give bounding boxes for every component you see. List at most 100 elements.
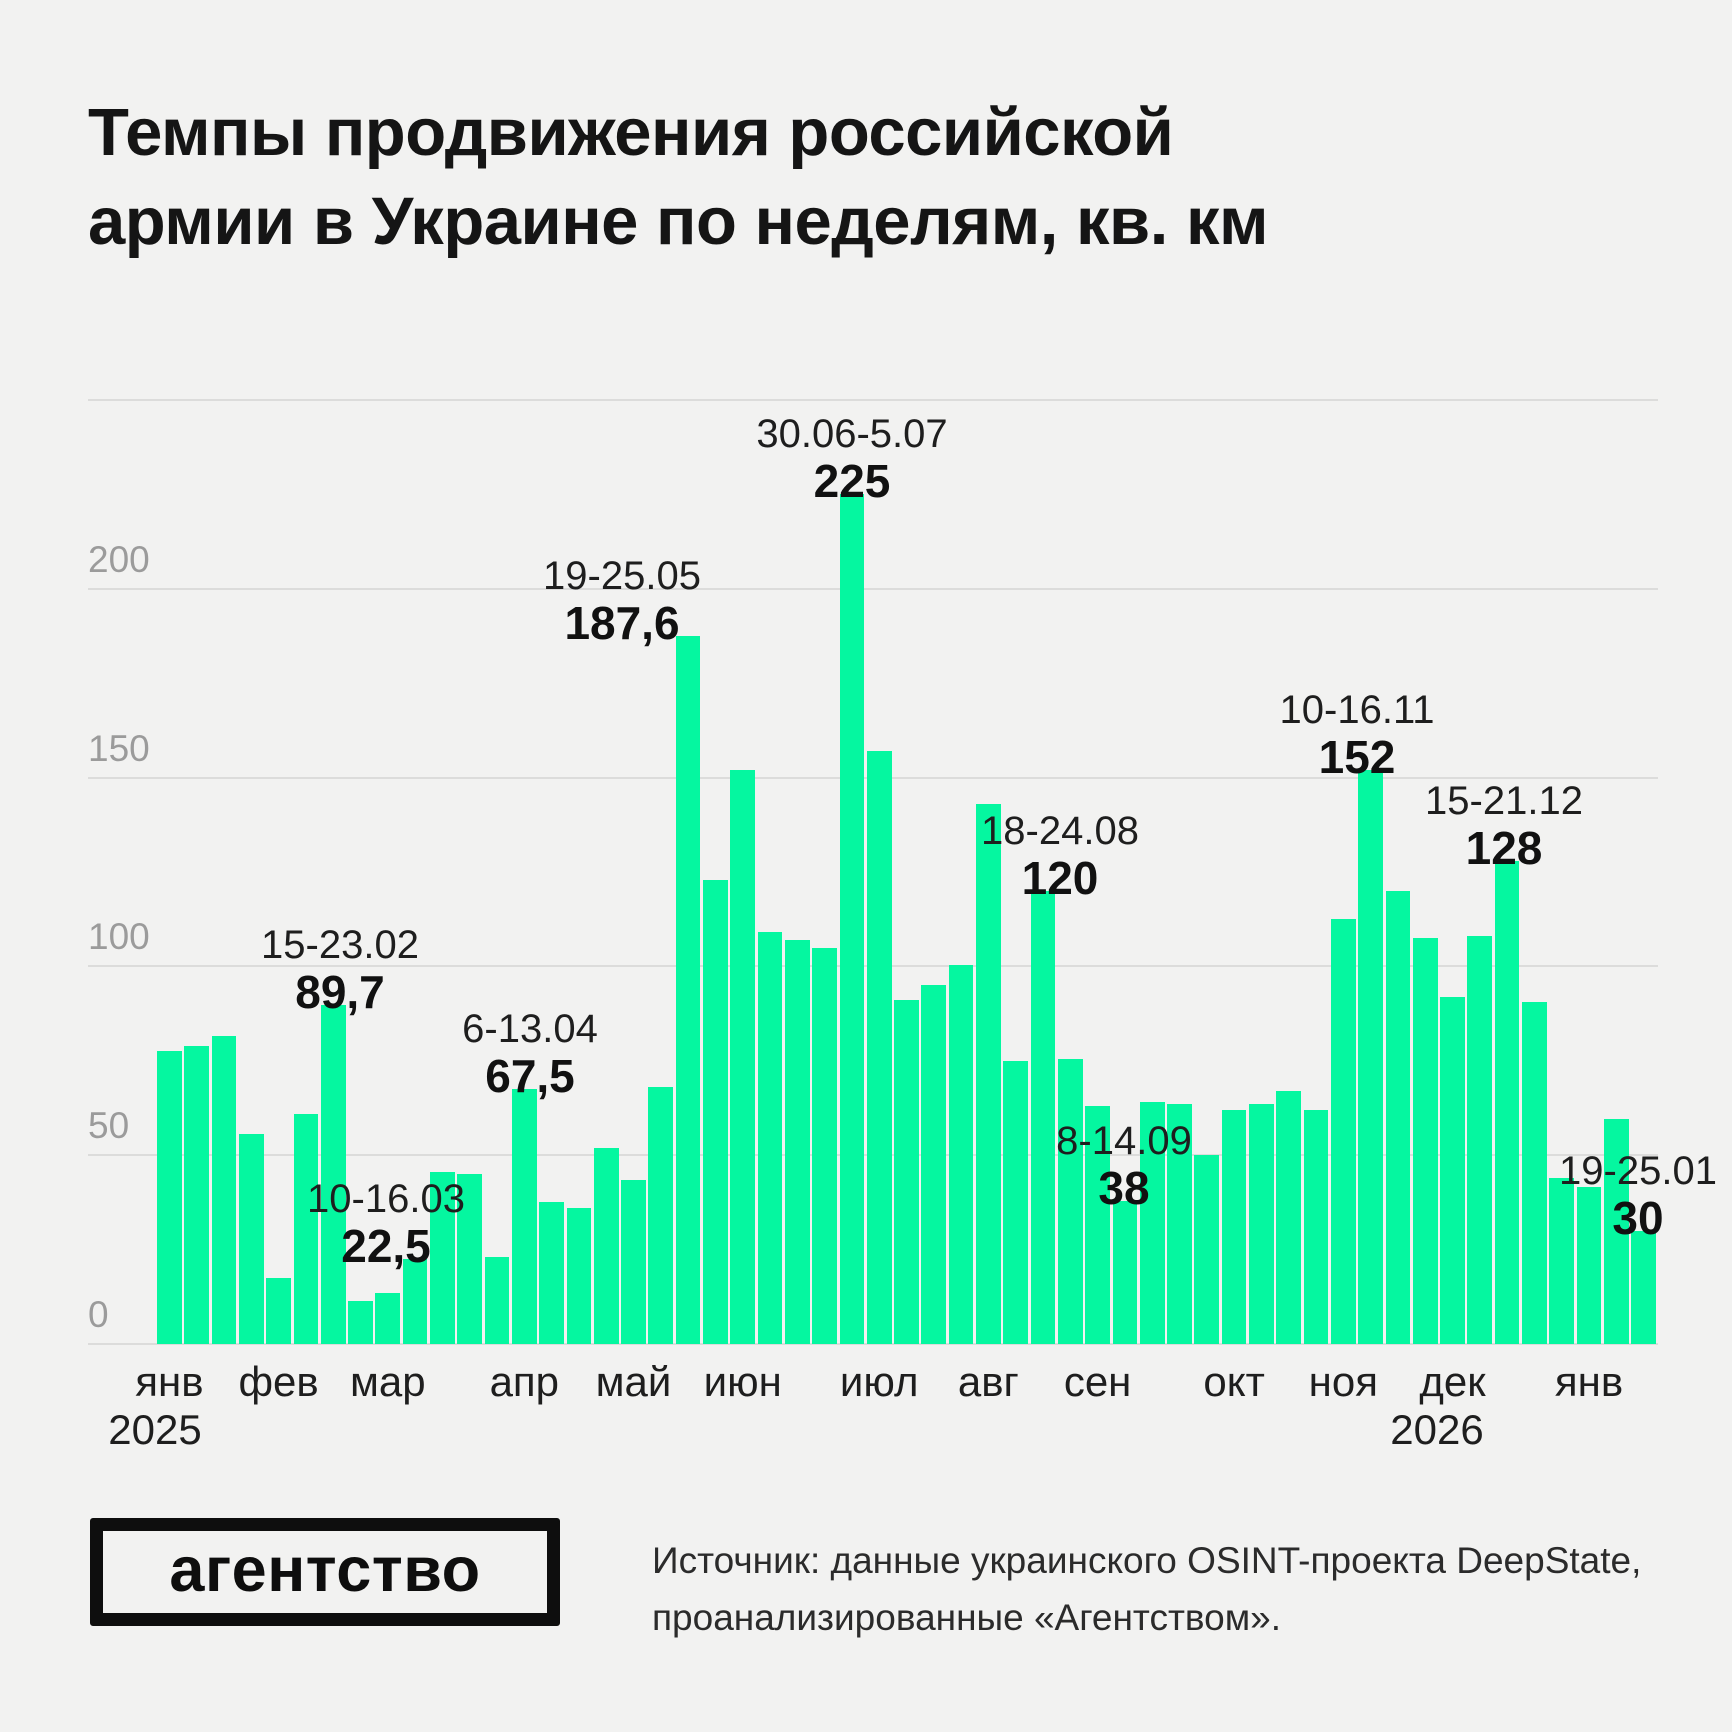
bar-week-40 (1221, 1109, 1247, 1344)
bar-week-11 (430, 1172, 455, 1344)
bar-week-23 (757, 932, 783, 1344)
bar-week-34 (1057, 1058, 1083, 1344)
bar-week-20 (675, 635, 701, 1344)
bar-week-16 (566, 1208, 592, 1344)
annotation-week-range: 8-14.09 (1056, 1118, 1192, 1163)
gridline-250 (88, 399, 1658, 401)
bar-week-54 (1603, 1119, 1629, 1344)
x-axis-month-label: июн (703, 1358, 782, 1405)
agentstvo-logo-text: агентство (169, 1534, 481, 1605)
bar-week-29 (921, 985, 947, 1344)
annotation-value: 38 (1098, 1161, 1150, 1214)
annotation-week-range: 15-23.02 (261, 923, 419, 968)
annotation-value: 152 (1318, 731, 1396, 784)
bar-week-14 (511, 1089, 537, 1344)
bar-week-48 (1440, 996, 1465, 1344)
y-axis-tick-label: 150 (88, 727, 150, 769)
x-axis-month-label: апр (489, 1358, 560, 1405)
annotation-value: 67,5 (485, 1050, 575, 1103)
bar-week-49 (1467, 936, 1493, 1344)
x-axis-month-label: фев (238, 1358, 319, 1405)
annotation-value: 120 (1021, 851, 1099, 904)
x-axis-year-label: 2025 (108, 1406, 202, 1453)
x-axis-month-label: янв (1554, 1358, 1624, 1405)
bar-week-51 (1522, 1002, 1547, 1344)
annotation-week-range: 6-13.04 (462, 1007, 598, 1052)
bar-week-1 (157, 1051, 182, 1344)
bar-week-21 (703, 879, 728, 1344)
bar-week-37 (1139, 1102, 1165, 1344)
x-axis-month-label: окт (1203, 1358, 1265, 1405)
y-axis-tick-label: 50 (88, 1105, 130, 1147)
bar-week-38 (1167, 1104, 1192, 1344)
annotation-week-range: 19-25.05 (543, 553, 701, 598)
bar-week-12 (457, 1174, 483, 1344)
annotation-value: 187,6 (564, 596, 680, 649)
x-axis-month-label: июл (839, 1358, 919, 1405)
bar-week-39 (1194, 1155, 1220, 1344)
bar-week-30 (948, 964, 974, 1344)
annotation-week-range: 15-21.12 (1425, 778, 1583, 823)
bar-week-19 (648, 1087, 674, 1344)
bar-week-5 (266, 1277, 291, 1344)
chart-title: Темпы продвижения российской армии в Укра… (88, 88, 1269, 266)
bar-week-42 (1276, 1091, 1302, 1344)
source-note-line2: проанализированные «Агентством». (652, 1597, 1281, 1638)
gridline-0 (88, 1343, 1658, 1345)
chart-title-line1: Темпы продвижения российской (88, 95, 1174, 170)
x-axis-month-label: сен (1063, 1358, 1132, 1405)
bar-week-35 (1085, 1106, 1110, 1344)
bar-week-41 (1249, 1104, 1274, 1344)
y-axis-tick-label: 100 (88, 916, 150, 958)
bar-week-3 (211, 1036, 237, 1344)
bar-week-53 (1576, 1187, 1602, 1344)
bar-week-32 (1003, 1060, 1029, 1344)
annotation-value: 30 (1612, 1191, 1664, 1244)
bar-week-55 (1631, 1230, 1656, 1344)
bar-week-50 (1494, 860, 1520, 1344)
bar-chart-plot-area: 0 50 100 150 200 янв фев мар апр май июн июл авг сен о… (88, 399, 1717, 1453)
bar-week-10 (402, 1259, 428, 1344)
bar-week-15 (539, 1202, 564, 1344)
x-axis-month-label: май (595, 1358, 672, 1405)
bar-week-31 (976, 804, 1001, 1344)
bar-week-43 (1303, 1109, 1329, 1344)
source-note: Источник: данные украинского OSINT-проек… (652, 1532, 1641, 1646)
bar-week-27 (866, 751, 892, 1344)
bar-week-6 (293, 1113, 319, 1344)
bar-week-2 (184, 1045, 210, 1344)
y-axis-tick-label: 200 (88, 538, 150, 580)
source-note-line1: Источник: данные украинского OSINT-проек… (652, 1540, 1642, 1581)
bar-week-13 (484, 1257, 510, 1344)
bar-week-24 (784, 939, 810, 1344)
x-axis-month-label: мар (350, 1358, 426, 1405)
bar-week-52 (1549, 1177, 1575, 1344)
x-axis-month-label: авг (957, 1358, 1019, 1405)
annotation-value: 225 (813, 455, 891, 508)
annotation-week-range: 10-16.11 (1279, 688, 1435, 733)
bar-week-47 (1412, 938, 1438, 1344)
bar-week-45 (1358, 770, 1383, 1344)
x-axis-year-label: 2026 (1390, 1406, 1484, 1453)
bar-week-18 (621, 1179, 646, 1344)
bar-week-25 (812, 947, 837, 1344)
bar-week-26 (839, 494, 865, 1344)
bar-week-44 (1330, 919, 1356, 1344)
x-axis-month-label: янв (135, 1358, 204, 1405)
bar-week-46 (1385, 890, 1411, 1344)
bar-week-28 (894, 1000, 919, 1344)
annotation-value: 89,7 (295, 966, 385, 1019)
annotation-week-range: 19-25.01 (1559, 1148, 1717, 1193)
x-axis-month-label: ноя (1308, 1358, 1378, 1405)
x-axis-month-label: дек (1419, 1358, 1486, 1405)
bar-week-36 (1112, 1200, 1138, 1344)
annotation-week-range: 10-16.03 (307, 1177, 465, 1222)
bar-week-8 (348, 1300, 373, 1344)
bar-week-33 (1030, 890, 1056, 1344)
bar-week-17 (593, 1147, 619, 1344)
annotation-week-range: 18-24.08 (981, 808, 1139, 853)
y-axis-tick-label: 0 (88, 1294, 109, 1335)
bar-week-4 (238, 1134, 264, 1344)
bar-week-9 (375, 1293, 401, 1344)
